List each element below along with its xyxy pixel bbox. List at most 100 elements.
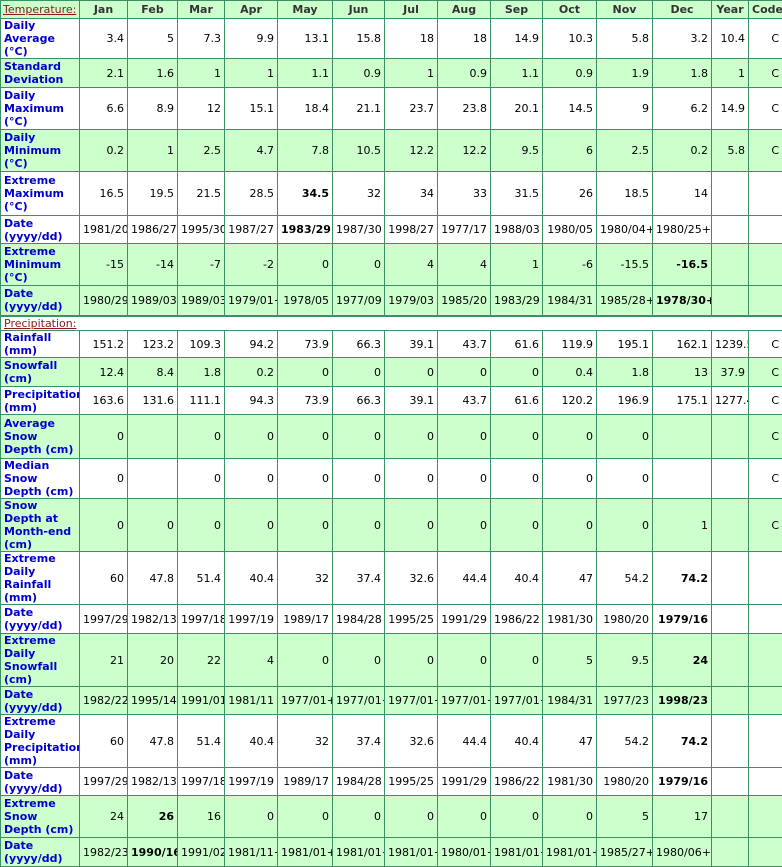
cell: 0	[333, 459, 385, 499]
cell: 18.5	[597, 172, 653, 216]
cell: 12.2	[438, 130, 491, 172]
cell: 1977/09	[333, 286, 385, 316]
section-cell: Precipitation:	[1, 316, 782, 331]
cell: 1984/28	[333, 605, 385, 634]
cell: 1981/30	[543, 768, 597, 796]
cell	[712, 286, 749, 316]
cell: 9	[597, 88, 653, 130]
cell: 1	[385, 59, 438, 88]
cell: 0	[178, 415, 225, 459]
column-header: Sep	[491, 1, 543, 19]
cell: 1991/01	[178, 687, 225, 715]
cell	[749, 605, 782, 634]
cell: 109.3	[178, 331, 225, 358]
cell: 13	[653, 358, 712, 387]
cell: 1998/27	[385, 216, 438, 244]
cell: 21	[80, 634, 128, 687]
cell: 32	[278, 552, 333, 605]
cell: 1980/01+	[438, 838, 491, 867]
cell: 1977/01+	[278, 687, 333, 715]
cell	[749, 172, 782, 216]
cell: 37.9	[712, 358, 749, 387]
cell: 1997/18	[178, 605, 225, 634]
cell: 1977/01+	[333, 687, 385, 715]
section-title: Precipitation:	[4, 317, 76, 330]
cell: 4	[438, 244, 491, 286]
cell: 33	[438, 172, 491, 216]
cell: 5.8	[597, 19, 653, 59]
cell: 0	[438, 415, 491, 459]
column-header: Nov	[597, 1, 653, 19]
row-label: Snow Depth at Month-end (cm)	[1, 499, 80, 552]
cell: 26	[128, 796, 178, 838]
cell: 32.6	[385, 552, 438, 605]
cell: 1	[712, 59, 749, 88]
cell: 0	[278, 634, 333, 687]
cell: 47.8	[128, 715, 178, 768]
cell: 1979/16	[653, 605, 712, 634]
cell: 6.6	[80, 88, 128, 130]
column-header: Code	[749, 1, 782, 19]
cell: 123.2	[128, 331, 178, 358]
column-header: Oct	[543, 1, 597, 19]
cell: 1981/01+	[491, 838, 543, 867]
row-label: Date (yyyy/dd)	[1, 687, 80, 715]
cell: 1977/01+	[491, 687, 543, 715]
cell: 1.8	[178, 358, 225, 387]
cell: 60	[80, 552, 128, 605]
cell: 94.2	[225, 331, 278, 358]
cell: 195.1	[597, 331, 653, 358]
cell: 4	[225, 634, 278, 687]
cell: 1997/19	[225, 768, 278, 796]
cell: 5	[543, 634, 597, 687]
column-header: Jul	[385, 1, 438, 19]
cell: 1995/25	[385, 605, 438, 634]
cell: 16.5	[80, 172, 128, 216]
cell: 12.4	[80, 358, 128, 387]
cell: 111.1	[178, 387, 225, 415]
cell: 0	[385, 796, 438, 838]
cell: 1981/30	[543, 605, 597, 634]
cell: 1984/31	[543, 687, 597, 715]
cell: 40.4	[491, 552, 543, 605]
cell: 1995/14	[128, 687, 178, 715]
row-label: Extreme Minimum (°C)	[1, 244, 80, 286]
cell: 6.2	[653, 88, 712, 130]
cell: -7	[178, 244, 225, 286]
cell: -16.5	[653, 244, 712, 286]
row-label: Date (yyyy/dd)	[1, 216, 80, 244]
cell: 0	[278, 244, 333, 286]
cell: 1980/05	[543, 216, 597, 244]
cell: 0	[438, 459, 491, 499]
cell: 1980/06+	[653, 838, 712, 867]
cell: 1985/27+	[597, 838, 653, 867]
cell: 1985/20	[438, 286, 491, 316]
column-header: Year	[712, 1, 749, 19]
cell: 73.9	[278, 387, 333, 415]
cell: C	[749, 130, 782, 172]
cell	[653, 459, 712, 499]
cell: 17	[653, 796, 712, 838]
cell: 1980/20	[597, 605, 653, 634]
cell: 0	[491, 796, 543, 838]
row-label: Rainfall (mm)	[1, 331, 80, 358]
cell: 23.8	[438, 88, 491, 130]
cell: C	[749, 387, 782, 415]
cell: 1979/16	[653, 768, 712, 796]
cell: 0	[385, 634, 438, 687]
cell: 32.6	[385, 715, 438, 768]
cell: 14.9	[712, 88, 749, 130]
cell	[712, 415, 749, 459]
cell: -6	[543, 244, 597, 286]
cell: 0.2	[653, 130, 712, 172]
row-label: Extreme Daily Snowfall (cm)	[1, 634, 80, 687]
cell: 0	[333, 244, 385, 286]
cell: 0.9	[438, 59, 491, 88]
cell: 175.1	[653, 387, 712, 415]
cell: 0	[597, 415, 653, 459]
cell	[712, 715, 749, 768]
